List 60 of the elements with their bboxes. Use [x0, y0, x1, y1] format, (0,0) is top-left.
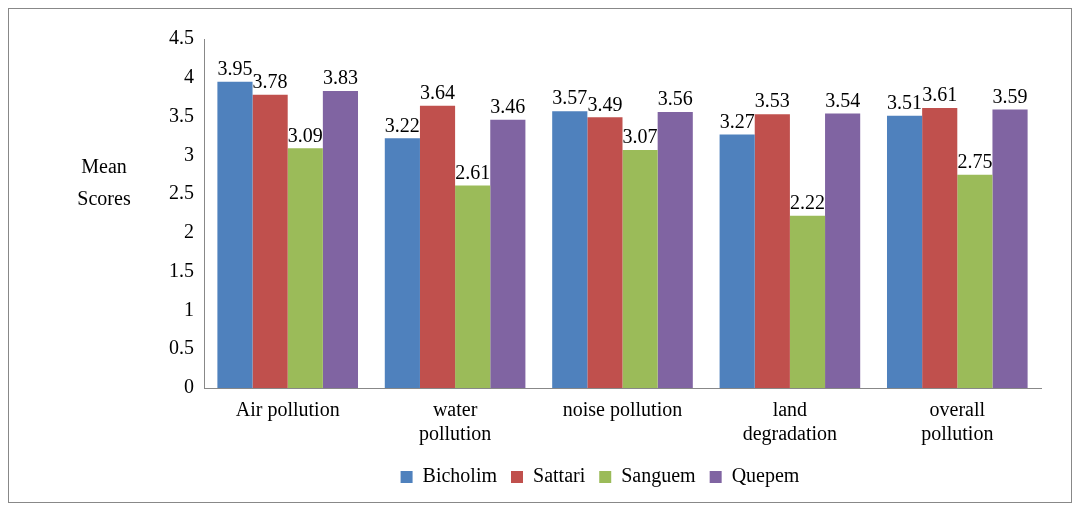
bar [419, 105, 456, 388]
data-label: 3.46 [490, 94, 526, 117]
legend-label: Sanguem [621, 464, 697, 488]
data-label: 3.64 [420, 80, 456, 103]
data-label: 3.53 [754, 89, 790, 112]
data-label: 3.78 [252, 70, 288, 93]
data-label: 3.59 [992, 84, 1028, 107]
data-label: 3.95 [217, 56, 253, 79]
data-label: 3.61 [922, 83, 958, 106]
bar [886, 115, 923, 388]
bar [622, 149, 658, 388]
bar [587, 117, 623, 388]
bar [957, 174, 993, 388]
data-label: 3.51 [887, 91, 923, 114]
bar [719, 134, 755, 388]
y-tick-label: 2.5 [169, 181, 194, 204]
legend-label: Quepem [731, 464, 800, 488]
bar [992, 109, 1028, 388]
bar [217, 81, 253, 388]
data-label: 3.49 [587, 92, 623, 115]
y-tick-label: 2 [184, 220, 194, 243]
data-label: 3.54 [825, 88, 861, 111]
bar [287, 148, 323, 388]
y-tick-label: 3 [184, 142, 194, 165]
x-tick-label: land degradation [742, 398, 838, 446]
bar [322, 90, 359, 388]
y-tick-label: 3.5 [169, 103, 194, 126]
bar [455, 185, 491, 388]
bar [657, 111, 693, 388]
y-tick-label: 0 [184, 375, 194, 398]
x-tick-label: noise pollution [562, 398, 683, 422]
y-tick-label: 1.5 [169, 258, 194, 281]
data-label: 3.83 [322, 66, 358, 89]
bar [490, 119, 526, 388]
y-tick-label: 0.5 [169, 336, 194, 359]
data-label: 3.07 [622, 125, 658, 148]
data-label: 3.27 [719, 109, 755, 132]
legend-label: Bicholim [422, 464, 498, 487]
bar [922, 108, 958, 388]
bar [252, 94, 288, 388]
data-label: 2.22 [789, 191, 825, 214]
bar [384, 138, 420, 388]
bar [789, 215, 826, 388]
data-label: 3.09 [287, 123, 323, 146]
y-tick-label: 1 [184, 297, 194, 320]
y-axis-title: Mean Scores [77, 154, 131, 209]
bar [754, 114, 790, 388]
x-tick-label: water pollution [418, 398, 492, 446]
bar [825, 113, 861, 388]
x-tick-label: overall pollution [921, 398, 994, 446]
y-tick-label: 4.5 [169, 26, 194, 49]
data-label: 2.75 [957, 149, 993, 172]
y-tick-label: 4 [184, 65, 194, 88]
data-label: 3.22 [384, 113, 420, 136]
x-tick-label: Air pollution [235, 398, 340, 422]
data-label: 2.61 [455, 160, 491, 183]
data-label: 3.57 [552, 86, 588, 109]
legend-label: Sattari [533, 464, 586, 487]
bar [552, 111, 588, 388]
data-label: 3.56 [657, 87, 693, 110]
